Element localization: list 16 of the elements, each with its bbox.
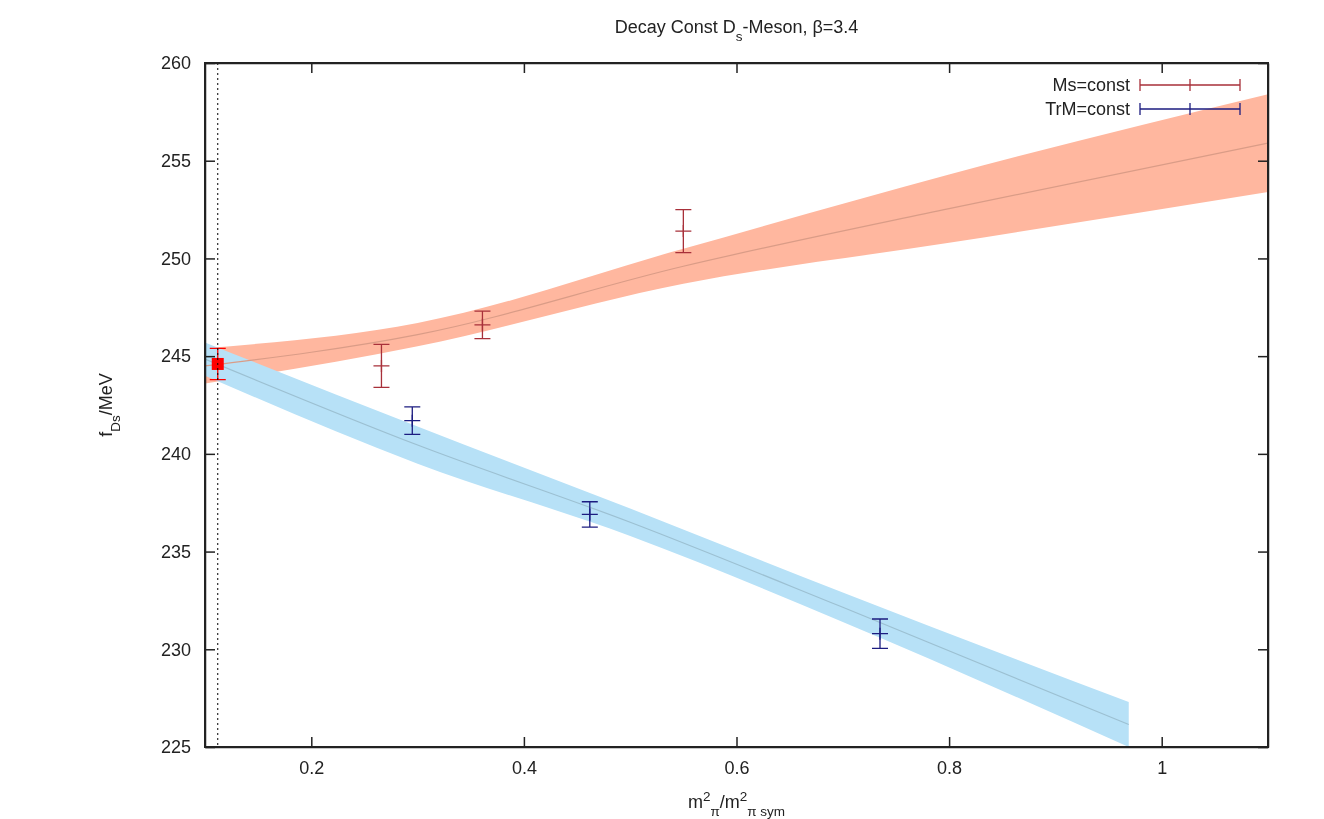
x-tick-label: 0.4 [511, 757, 537, 778]
y-tick-label: 240 [160, 444, 191, 465]
legend-label: Ms=const [1052, 75, 1130, 95]
y-tick-label: 230 [160, 639, 191, 660]
y-tick-label: 225 [160, 737, 191, 758]
y-tick-label: 260 [160, 53, 191, 74]
y-tick-label: 245 [160, 346, 191, 367]
x-tick-label: 0.6 [724, 757, 750, 778]
y-tick-label: 235 [160, 541, 191, 562]
x-tick-label: 1 [1157, 757, 1168, 778]
y-tick-label: 255 [160, 150, 191, 171]
x-tick-label: 0.2 [299, 757, 325, 778]
chart-title: Decay Const D$_{s}$-Meson, β=3.4 [614, 17, 859, 44]
y-tick-label: 250 [160, 248, 191, 269]
x-tick-label: 0.8 [937, 757, 963, 778]
legend-label: TrM=const [1045, 99, 1130, 119]
